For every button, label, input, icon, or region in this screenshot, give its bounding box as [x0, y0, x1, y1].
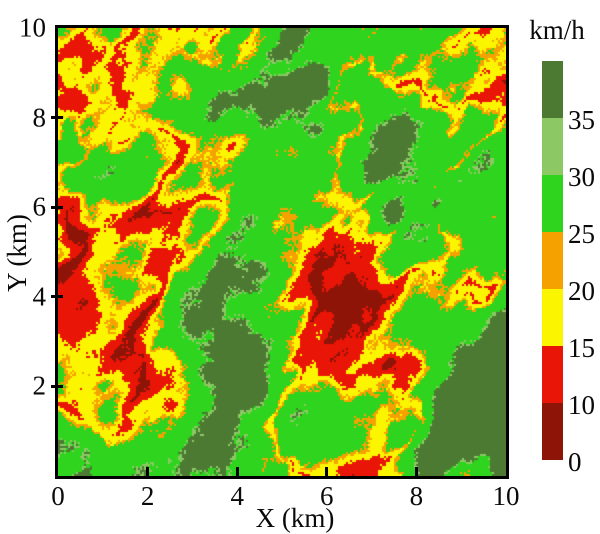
- plot-frame: [55, 25, 509, 479]
- colorbar-segment-15-20-km-h: [542, 289, 563, 346]
- y-tick: [51, 384, 63, 388]
- colorbar-segment-20-25-km-h: [542, 232, 563, 289]
- y-tick-label: 6: [32, 191, 47, 222]
- colorbar-tick-label: 35: [568, 105, 595, 135]
- y-tick-label: 4: [32, 281, 47, 312]
- y-tick-label: 8: [32, 102, 47, 133]
- colorbar-title: km/h: [529, 15, 585, 45]
- x-tick: [325, 467, 329, 476]
- x-tick-label: 8: [409, 481, 424, 511]
- colorbar-segment-10-15-km-h: [542, 346, 563, 403]
- colorbar-tick-label: 0: [568, 447, 582, 477]
- x-tick-label: 6: [320, 481, 334, 511]
- x-tick: [235, 467, 239, 476]
- colorbar-tick-label: 10: [568, 390, 595, 420]
- x-tick-label: 10: [492, 481, 520, 511]
- colorbar-segment-30-35-km-h: [542, 118, 563, 175]
- colorbar-segment-35+-km-h: [542, 61, 563, 118]
- x-tick-label: 2: [140, 481, 155, 511]
- colorbar-tick-label: 30: [568, 162, 595, 192]
- y-tick-label: 10: [19, 12, 46, 43]
- x-tick: [414, 467, 418, 476]
- colorbar: [542, 61, 563, 460]
- heatmap-canvas: [58, 28, 506, 476]
- colorbar-tick-label: 25: [568, 219, 595, 249]
- x-tick: [146, 467, 150, 476]
- x-tick-label: 0: [51, 481, 65, 511]
- y-tick: [51, 205, 63, 209]
- colorbar-tick-label: 15: [568, 333, 595, 363]
- colorbar-segment-25-30-km-h: [542, 175, 563, 232]
- y-tick: [51, 116, 63, 120]
- x-axis-label: X (km): [255, 503, 335, 533]
- x-tick-label: 4: [230, 481, 244, 511]
- y-tick-label: 2: [32, 370, 47, 401]
- y-tick: [51, 295, 63, 299]
- colorbar-tick-label: 20: [568, 276, 595, 306]
- colorbar-segment-0-10-km-h: [542, 403, 563, 460]
